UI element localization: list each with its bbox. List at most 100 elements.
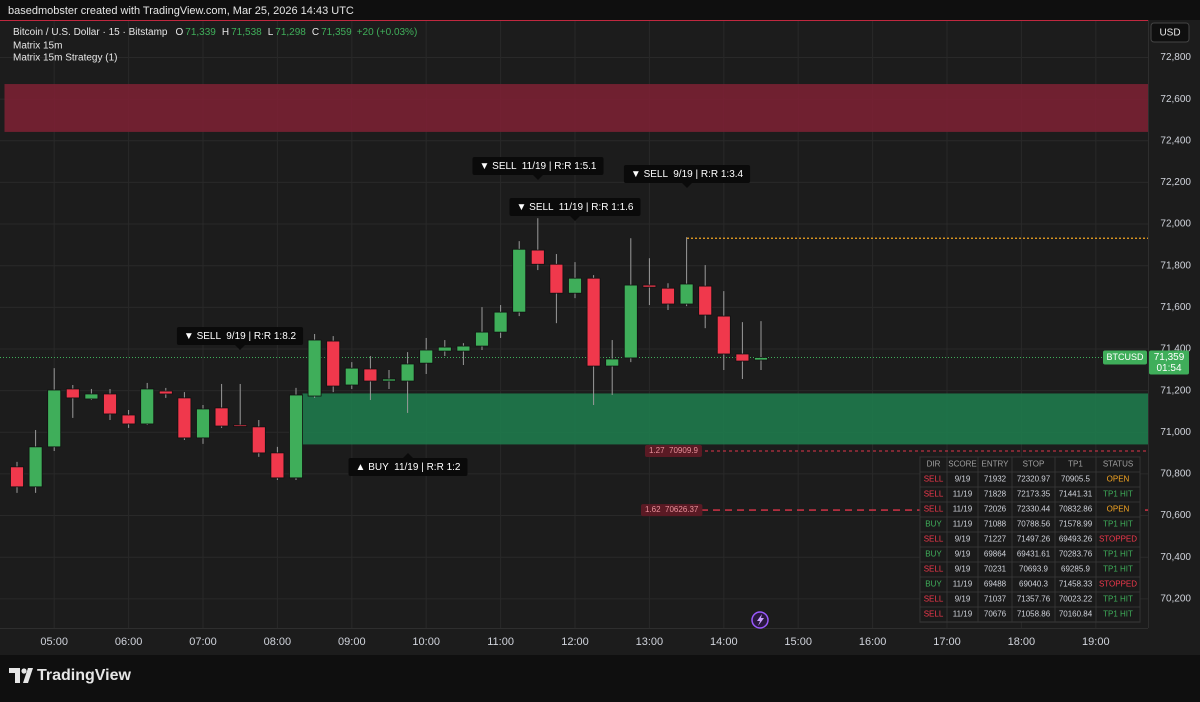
x-tick-label: 12:00 bbox=[561, 636, 589, 648]
candle-body bbox=[307, 339, 322, 397]
table-cell: TP1 HIT bbox=[1103, 490, 1133, 499]
x-tick-label: 19:00 bbox=[1082, 636, 1110, 648]
table-cell: 71037 bbox=[984, 595, 1007, 604]
table-cell: 69040.3 bbox=[1019, 580, 1048, 589]
logo-dot bbox=[21, 668, 27, 674]
table-cell: SELL bbox=[924, 505, 944, 514]
ohlc-value: 71,538 bbox=[231, 27, 262, 38]
candle-body bbox=[642, 284, 657, 288]
brand: TradingView bbox=[37, 667, 132, 684]
table-cell: 71458.33 bbox=[1059, 580, 1093, 589]
grid bbox=[0, 20, 1148, 628]
y-tick-label: 71,600 bbox=[1160, 302, 1191, 313]
table-cell: 70283.76 bbox=[1059, 550, 1093, 559]
table-cell: 70788.56 bbox=[1017, 520, 1051, 529]
y-tick-label: 71,400 bbox=[1160, 344, 1191, 355]
ohlc-key: H bbox=[222, 27, 229, 38]
x-tick-label: 14:00 bbox=[710, 636, 738, 648]
ohlc-key: O bbox=[176, 27, 184, 38]
table-cell: 70676 bbox=[984, 610, 1007, 619]
table-cell: 71058.86 bbox=[1017, 610, 1051, 619]
candle-body bbox=[363, 368, 378, 382]
table-cell: STOPPED bbox=[1099, 580, 1137, 589]
candle-body bbox=[28, 446, 43, 488]
y-tick-label: 72,600 bbox=[1160, 94, 1191, 105]
table-cell: SELL bbox=[924, 475, 944, 484]
candle-body bbox=[419, 349, 434, 364]
target-label: 1.62 70626.37 bbox=[645, 505, 699, 514]
signal-label: ▼ SELL 9/19 | R:R 1:8.2 bbox=[184, 331, 297, 342]
signal-label: ▼ SELL 11/19 | R:R 1:1.6 bbox=[516, 202, 633, 213]
candle-body bbox=[400, 363, 415, 382]
candle-body bbox=[233, 424, 248, 427]
candle-body bbox=[289, 394, 303, 479]
table-cell: 72330.44 bbox=[1017, 505, 1051, 514]
ohlc-value: 71,359 bbox=[321, 27, 352, 38]
x-tick-label: 10:00 bbox=[412, 636, 440, 648]
ohlc-key: C bbox=[312, 27, 319, 38]
table-cell: 71227 bbox=[984, 535, 1007, 544]
target-label: 1.27 70909.9 bbox=[649, 446, 698, 455]
candle-body bbox=[326, 340, 341, 387]
ohlc-value: 71,339 bbox=[185, 27, 216, 38]
last-price-label: 71,359 bbox=[1154, 352, 1185, 363]
table-cell: 70832.86 bbox=[1059, 505, 1093, 514]
table-cell: SELL bbox=[924, 535, 944, 544]
y-tick-label: 71,000 bbox=[1160, 427, 1191, 438]
table-cell: TP1 HIT bbox=[1103, 550, 1133, 559]
table-cell: 69493.26 bbox=[1059, 535, 1093, 544]
x-tick-label: 09:00 bbox=[338, 636, 366, 648]
bolt bbox=[757, 614, 764, 626]
signal-label: ▼ SELL 11/19 | R:R 1:5.1 bbox=[479, 161, 596, 172]
table-cell: 70905.5 bbox=[1061, 475, 1090, 484]
candle-body bbox=[214, 407, 229, 427]
y-tick-label: 71,800 bbox=[1160, 260, 1191, 271]
x-tick-label: 15:00 bbox=[784, 636, 812, 648]
candle-body bbox=[735, 353, 750, 362]
table-cell: SELL bbox=[924, 610, 944, 619]
candle-body bbox=[512, 248, 527, 313]
candle-body bbox=[121, 414, 136, 425]
signal-box bbox=[472, 157, 604, 175]
candle-body bbox=[47, 389, 62, 448]
candle-body bbox=[84, 393, 99, 400]
table-cell: 69431.61 bbox=[1017, 550, 1051, 559]
target-label-bg bbox=[645, 445, 702, 458]
last-price-bg bbox=[1149, 350, 1189, 375]
candle-body bbox=[270, 452, 285, 479]
table-header: STOP bbox=[1023, 460, 1045, 469]
x-tick-label: 16:00 bbox=[859, 636, 887, 648]
table-cell: 71578.99 bbox=[1059, 520, 1093, 529]
table-cell: BUY bbox=[925, 520, 942, 529]
table-cell: SELL bbox=[924, 595, 944, 604]
candle-body bbox=[140, 388, 155, 425]
table-cell: 70160.84 bbox=[1059, 610, 1093, 619]
y-tick-label: 72,200 bbox=[1160, 177, 1191, 188]
table-cell: 70231 bbox=[984, 565, 1007, 574]
candle-body bbox=[716, 315, 731, 355]
candle-body bbox=[568, 277, 582, 294]
alert-icon[interactable] bbox=[751, 611, 769, 629]
table-cell: TP1 HIT bbox=[1103, 595, 1133, 604]
indicator: Matrix 15m bbox=[13, 41, 62, 52]
signal-box bbox=[623, 165, 751, 183]
table-cell: OPEN bbox=[1107, 475, 1130, 484]
target-label-bg bbox=[641, 504, 703, 517]
table-cell: 72026 bbox=[984, 505, 1007, 514]
candle-body bbox=[382, 378, 396, 382]
table-cell: 71497.26 bbox=[1017, 535, 1051, 544]
legend-line: Bitcoin / U.S. Dollar · 15 · Bitstamp O 71… bbox=[13, 27, 417, 38]
y-tick-label: 70,400 bbox=[1160, 552, 1191, 563]
table-header: TP1 bbox=[1068, 460, 1083, 469]
table-header: STATUS bbox=[1103, 460, 1133, 469]
currency-box[interactable] bbox=[1150, 22, 1190, 43]
zone bbox=[302, 393, 1149, 445]
ohlc-key: L bbox=[268, 27, 274, 38]
countdown: 01:54 bbox=[1156, 363, 1181, 374]
x-tick-label: 08:00 bbox=[264, 636, 292, 648]
table-cell: TP1 HIT bbox=[1103, 520, 1133, 529]
candle-body bbox=[605, 358, 620, 367]
signal-pointer bbox=[533, 175, 543, 180]
table-cell: STOPPED bbox=[1099, 535, 1137, 544]
table-cell: 9/19 bbox=[955, 550, 971, 559]
